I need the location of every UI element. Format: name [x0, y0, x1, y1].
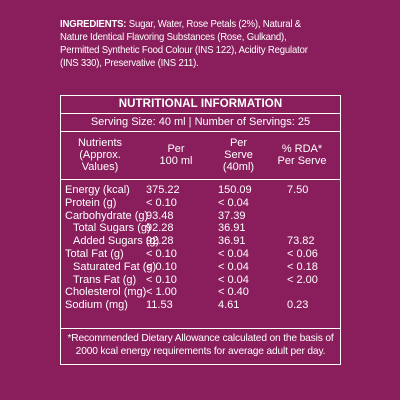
table-row: Total Fat (g) < 0.10 < 0.04 < 0.06 — [61, 248, 340, 261]
ingredients-label: INGREDIENTS: — [60, 19, 127, 30]
nutrient-name: Trans Fat (g) — [73, 273, 137, 286]
header-per100-line1: Per — [167, 143, 185, 155]
value-per100: 92.28 — [146, 235, 174, 248]
header-per100: Per 100 ml — [141, 143, 211, 167]
header-nutrients-line1: Nutrients — [77, 137, 123, 149]
header-rda: % RDA* Per Serve — [266, 143, 338, 167]
value-perserve: < 0.04 — [218, 260, 249, 273]
header-perserve-line1: Per — [229, 137, 248, 149]
nutrient-name: Sodium (mg) — [65, 299, 128, 312]
header-rda-line1: % RDA* — [281, 143, 323, 155]
value-rda: < 2.00 — [287, 273, 318, 286]
nutrition-panel: NUTRITIONAL INFORMATION Serving Size: 40… — [60, 95, 341, 365]
nutrient-name: Carbohydrate (g) — [65, 209, 149, 222]
table-row: Sodium (mg) 11.53 4.61 0.23 — [61, 299, 340, 312]
value-rda: 7.50 — [287, 184, 309, 196]
table-row: Cholesterol (mg) < 1.00 < 0.40 — [61, 286, 340, 299]
value-per100: 11.53 — [146, 299, 173, 312]
footnote: *Recommended Dietary Allowance calculate… — [61, 328, 340, 364]
header-nutrients: Nutrients (Approx. Values) — [61, 137, 139, 173]
value-perserve: 150.09 — [218, 184, 252, 196]
value-perserve: 37.39 — [218, 209, 246, 222]
table-row: Saturated Fat (g) < 0.10 < 0.04 < 0.18 — [61, 261, 340, 274]
value-perserve: 36.91 — [218, 235, 246, 248]
value-rda: < 0.18 — [287, 260, 318, 273]
table-row: Total Sugars (g) 92.28 36.91 — [61, 222, 340, 235]
nutrient-name: Total Sugars (g) — [73, 222, 151, 235]
nutrition-rows: Energy (kcal) 375.22 150.09 7.50 Protein… — [61, 180, 340, 320]
ingredients-text: INGREDIENTS: Sugar, Water, Rose Petals (… — [60, 18, 327, 70]
value-perserve: < 0.04 — [218, 196, 249, 209]
value-per100: 375.22 — [146, 184, 180, 196]
value-perserve: < 0.04 — [218, 273, 249, 286]
value-perserve: < 0.40 — [218, 286, 249, 299]
nutrient-name: Protein (g) — [65, 196, 117, 209]
value-rda: < 0.06 — [287, 248, 318, 260]
value-per100: < 0.10 — [146, 260, 177, 273]
value-perserve: 36.91 — [218, 222, 246, 235]
table-row: Energy (kcal) 375.22 150.09 7.50 — [61, 184, 340, 197]
header-perserve: Per Serve (40ml) — [211, 137, 266, 173]
nutrition-header: Nutrients (Approx. Values) Per 100 ml Pe… — [61, 132, 340, 180]
header-per100-line2: 100 ml — [159, 155, 193, 167]
value-per100: 93.48 — [146, 209, 174, 222]
nutrient-name: Total Fat (g) — [65, 248, 124, 260]
header-rda-line2: Per Serve — [277, 155, 327, 167]
serving-info: Serving Size: 40 ml | Number of Servings… — [61, 114, 340, 132]
nutrient-name: Cholesterol (mg) — [65, 286, 147, 299]
value-per100: < 1.00 — [146, 286, 177, 299]
value-perserve: < 0.04 — [218, 248, 249, 260]
value-perserve: 4.61 — [218, 299, 240, 312]
nutrient-name: Saturated Fat (g) — [73, 260, 157, 273]
nutrient-name: Energy (kcal) — [65, 184, 130, 196]
value-rda: 0.23 — [287, 299, 309, 312]
header-perserve-line2: Serve — [224, 149, 253, 161]
value-per100: < 0.10 — [146, 196, 177, 209]
table-row: Carbohydrate (g) 93.48 37.39 — [61, 210, 340, 223]
value-per100: 92.28 — [146, 222, 174, 235]
ingredients-list: Sugar, Water, Rose Petals (2%), Natural … — [60, 19, 308, 69]
value-per100: < 0.10 — [146, 248, 177, 260]
table-row: Added Sugars (g) 92.28 36.91 73.82 — [61, 235, 340, 248]
nutrition-title: NUTRITIONAL INFORMATION — [61, 96, 340, 114]
value-rda: 73.82 — [287, 235, 315, 248]
header-nutrients-line2: (Approx. Values) — [79, 149, 121, 173]
value-per100: < 0.10 — [146, 273, 177, 286]
table-row: Trans Fat (g) < 0.10 < 0.04 < 2.00 — [61, 274, 340, 287]
nutrient-name: Added Sugars (g) — [73, 235, 160, 248]
header-perserve-line3: (40ml) — [222, 161, 255, 173]
table-row: Protein (g) < 0.10 < 0.04 — [61, 197, 340, 210]
